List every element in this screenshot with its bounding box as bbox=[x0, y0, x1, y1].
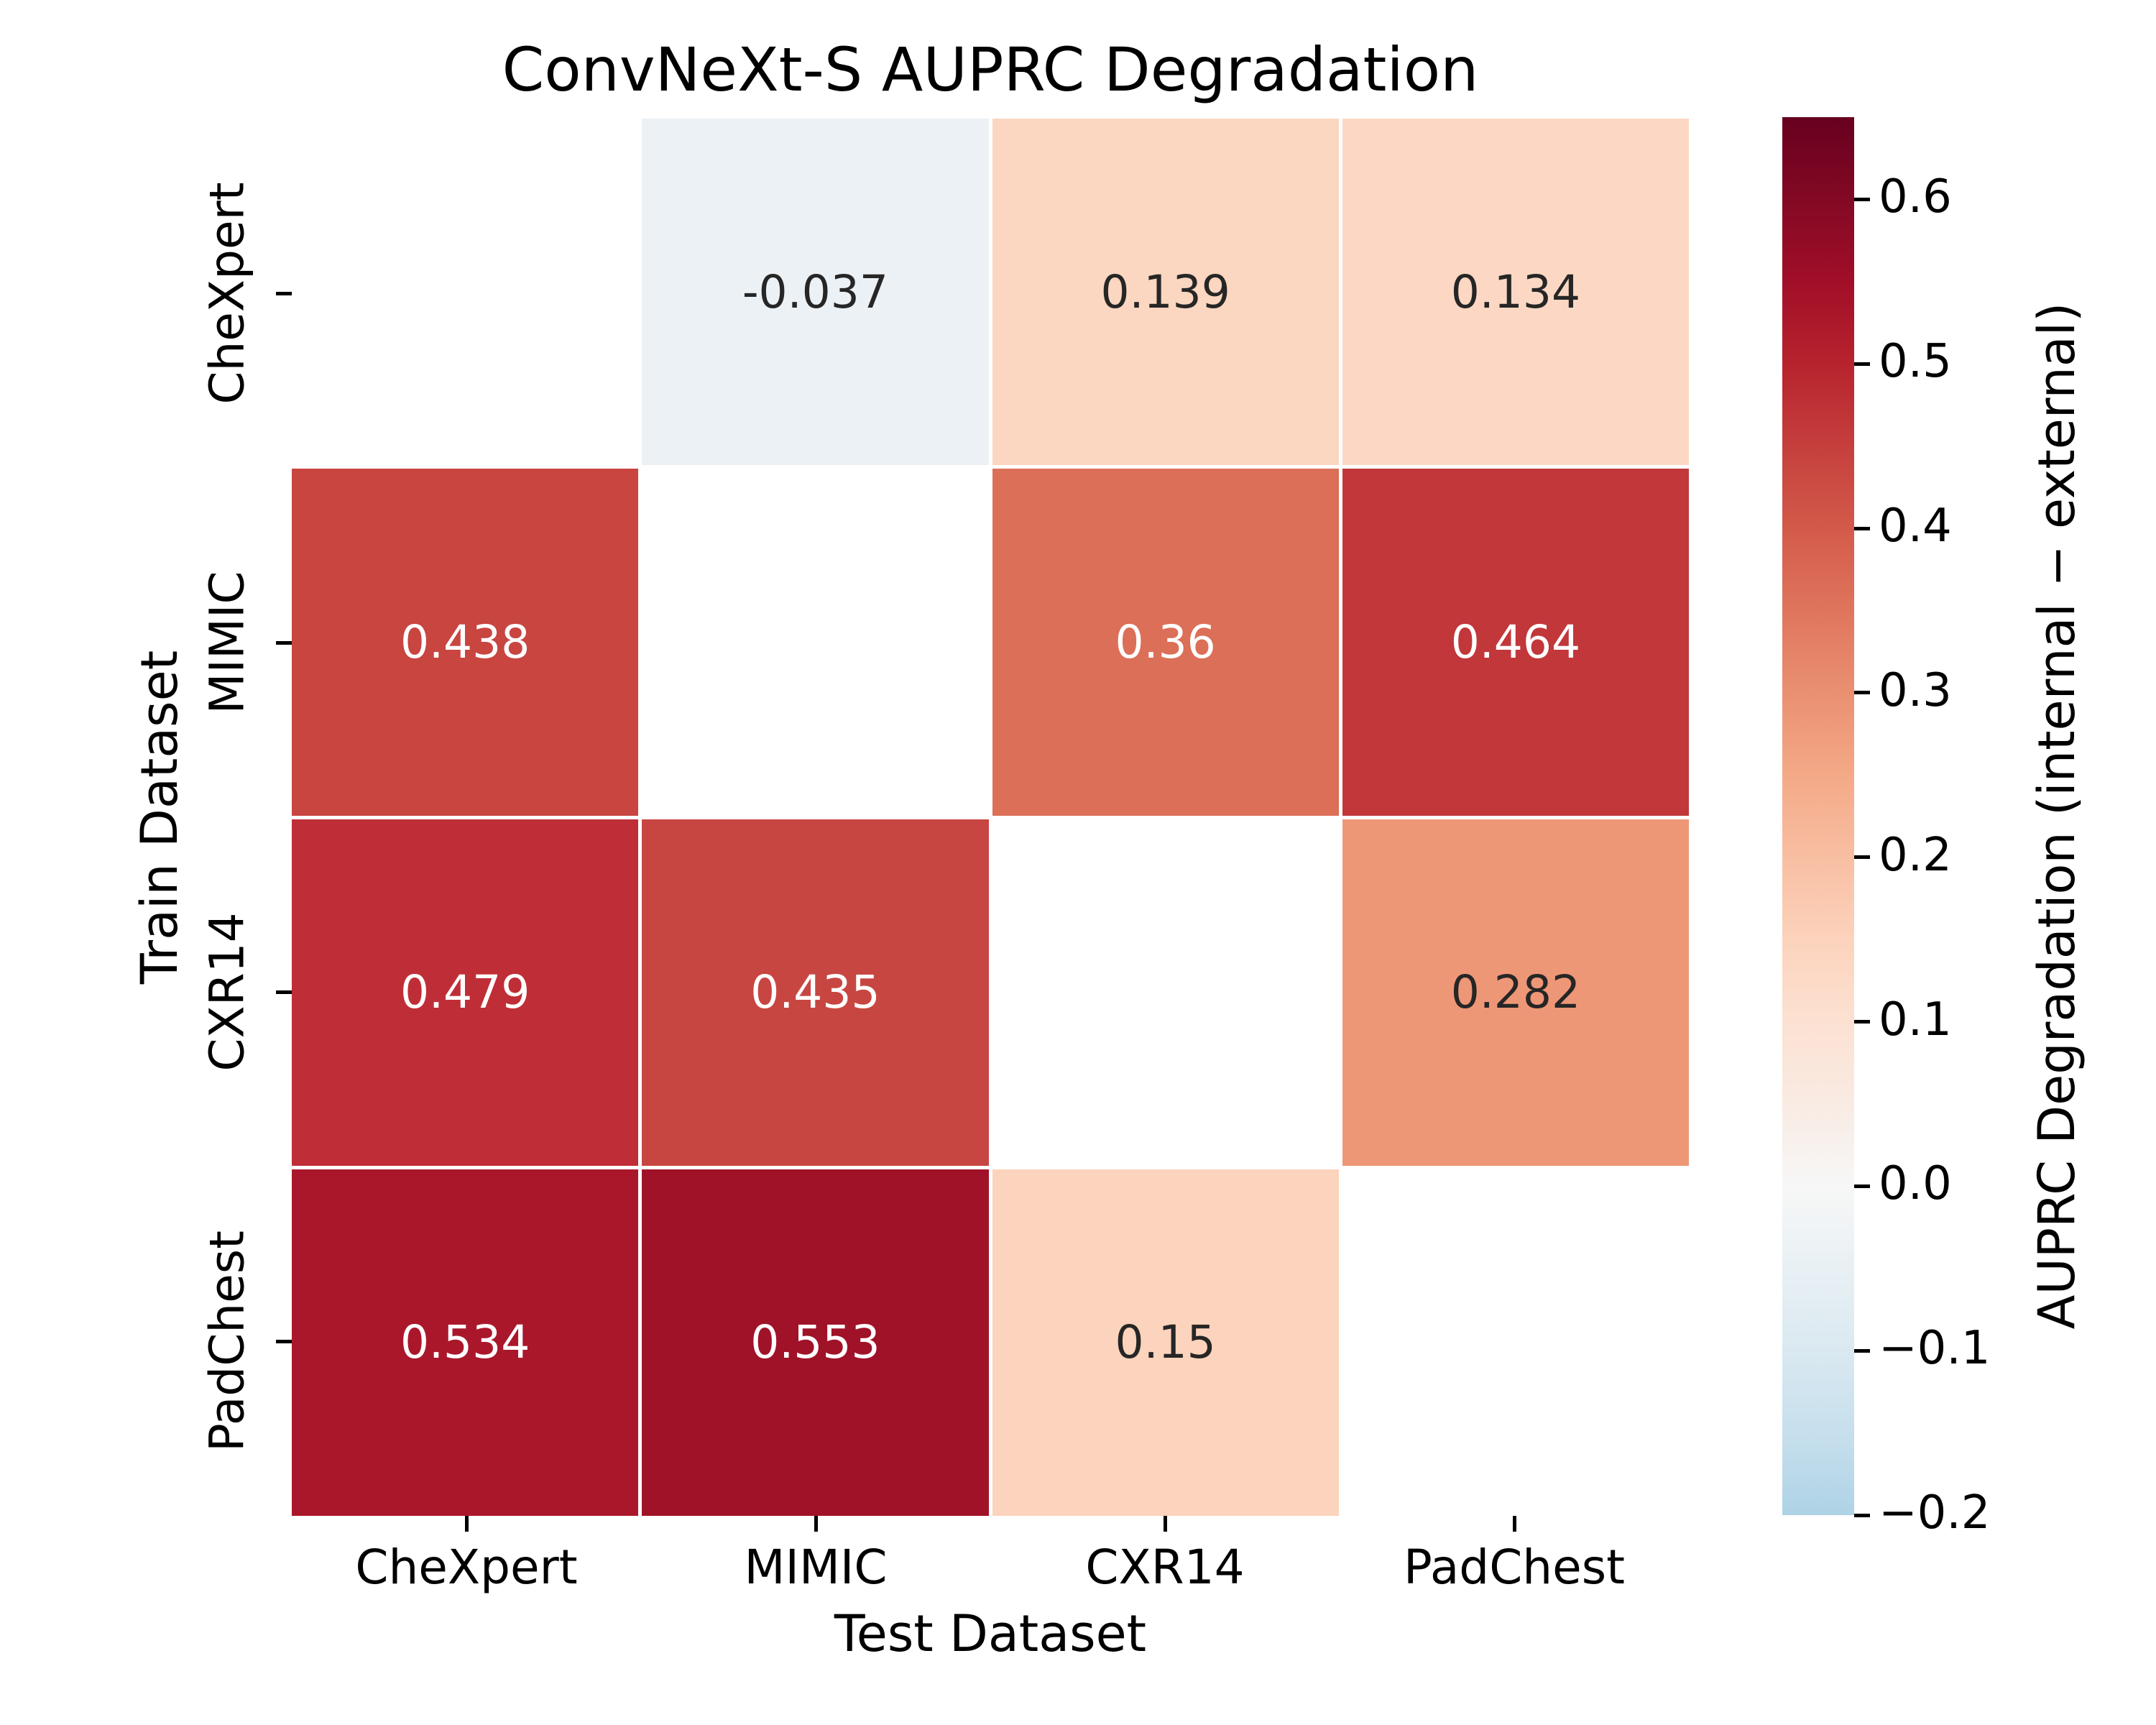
colorbar-label: AUPRC Degradation (internal − external) bbox=[2027, 302, 2086, 1330]
x-tick-label: MIMIC bbox=[744, 1540, 888, 1595]
x-tick-label: PadChest bbox=[1404, 1540, 1625, 1595]
colorbar-tick-mark bbox=[1854, 197, 1870, 201]
colorbar-tick-mark bbox=[1854, 1184, 1870, 1188]
colorbar-tick-mark bbox=[1854, 1020, 1870, 1024]
colorbar-tick-mark bbox=[1854, 855, 1870, 860]
x-tick-label: CheXpert bbox=[355, 1540, 578, 1595]
heatmap-cell: 0.134 bbox=[1342, 119, 1689, 466]
y-tick-mark bbox=[276, 291, 292, 295]
heatmap-cell: 0.435 bbox=[642, 819, 989, 1166]
x-tick-mark bbox=[1512, 1516, 1516, 1532]
x-tick-label: CXR14 bbox=[1085, 1540, 1245, 1595]
colorbar-tick-mark bbox=[1854, 526, 1870, 530]
colorbar-tick-mark bbox=[1854, 1513, 1870, 1517]
heatmap-cell bbox=[642, 469, 989, 816]
x-axis-label: Test Dataset bbox=[834, 1604, 1147, 1663]
heatmap-cell: 0.15 bbox=[992, 1169, 1339, 1516]
x-tick-mark bbox=[814, 1516, 818, 1532]
y-tick-mark bbox=[276, 1339, 292, 1343]
heatmap-cell: 0.438 bbox=[292, 469, 639, 816]
heatmap-cell: 0.534 bbox=[292, 1169, 639, 1516]
heatmap-cell bbox=[1342, 1169, 1689, 1516]
colorbar-tick-label: 0.5 bbox=[1879, 335, 1952, 389]
heatmap-cell: -0.037 bbox=[642, 119, 989, 466]
colorbar-tick-label: 0.2 bbox=[1879, 828, 1952, 882]
heatmap-cell: 0.36 bbox=[992, 469, 1339, 816]
colorbar bbox=[1782, 117, 1854, 1515]
heatmap-cell: 0.464 bbox=[1342, 469, 1689, 816]
colorbar-tick-mark bbox=[1854, 691, 1870, 695]
y-tick-mark bbox=[276, 990, 292, 994]
y-tick-label: CheXpert bbox=[199, 182, 255, 405]
y-axis-label: Train Dataset bbox=[130, 650, 189, 985]
colorbar-tick-label: 0.0 bbox=[1879, 1157, 1952, 1211]
heatmap-cell: 0.553 bbox=[642, 1169, 989, 1516]
heatmap-cell: 0.282 bbox=[1342, 819, 1689, 1166]
colorbar-tick-mark bbox=[1854, 1348, 1870, 1353]
y-tick-label: MIMIC bbox=[199, 571, 255, 714]
chart-title: ConvNeXt-S AUPRC Degradation bbox=[502, 34, 1479, 105]
colorbar-tick-label: 0.3 bbox=[1879, 663, 1952, 717]
heatmap-cell bbox=[992, 819, 1339, 1166]
colorbar-tick-label: 0.4 bbox=[1879, 500, 1952, 553]
heatmap-cell: 0.479 bbox=[292, 819, 639, 1166]
colorbar-tick-label: 0.6 bbox=[1879, 170, 1952, 224]
y-tick-mark bbox=[276, 640, 292, 645]
colorbar-tick-label: −0.1 bbox=[1879, 1322, 1991, 1376]
heatmap-cell: 0.139 bbox=[992, 119, 1339, 466]
colorbar-tick-label: −0.2 bbox=[1879, 1486, 1991, 1540]
x-tick-mark bbox=[1163, 1516, 1167, 1532]
heatmap-cell bbox=[292, 119, 639, 466]
colorbar-tick-label: 0.1 bbox=[1879, 993, 1952, 1046]
y-tick-label: PadChest bbox=[199, 1230, 255, 1452]
y-tick-label: CXR14 bbox=[199, 912, 255, 1072]
x-tick-mark bbox=[464, 1516, 469, 1532]
heatmap-grid: -0.037 0.139 0.134 0.438 0.36 0.464 0.479 0.435… bbox=[292, 119, 1689, 1516]
colorbar-tick-mark bbox=[1854, 362, 1870, 366]
